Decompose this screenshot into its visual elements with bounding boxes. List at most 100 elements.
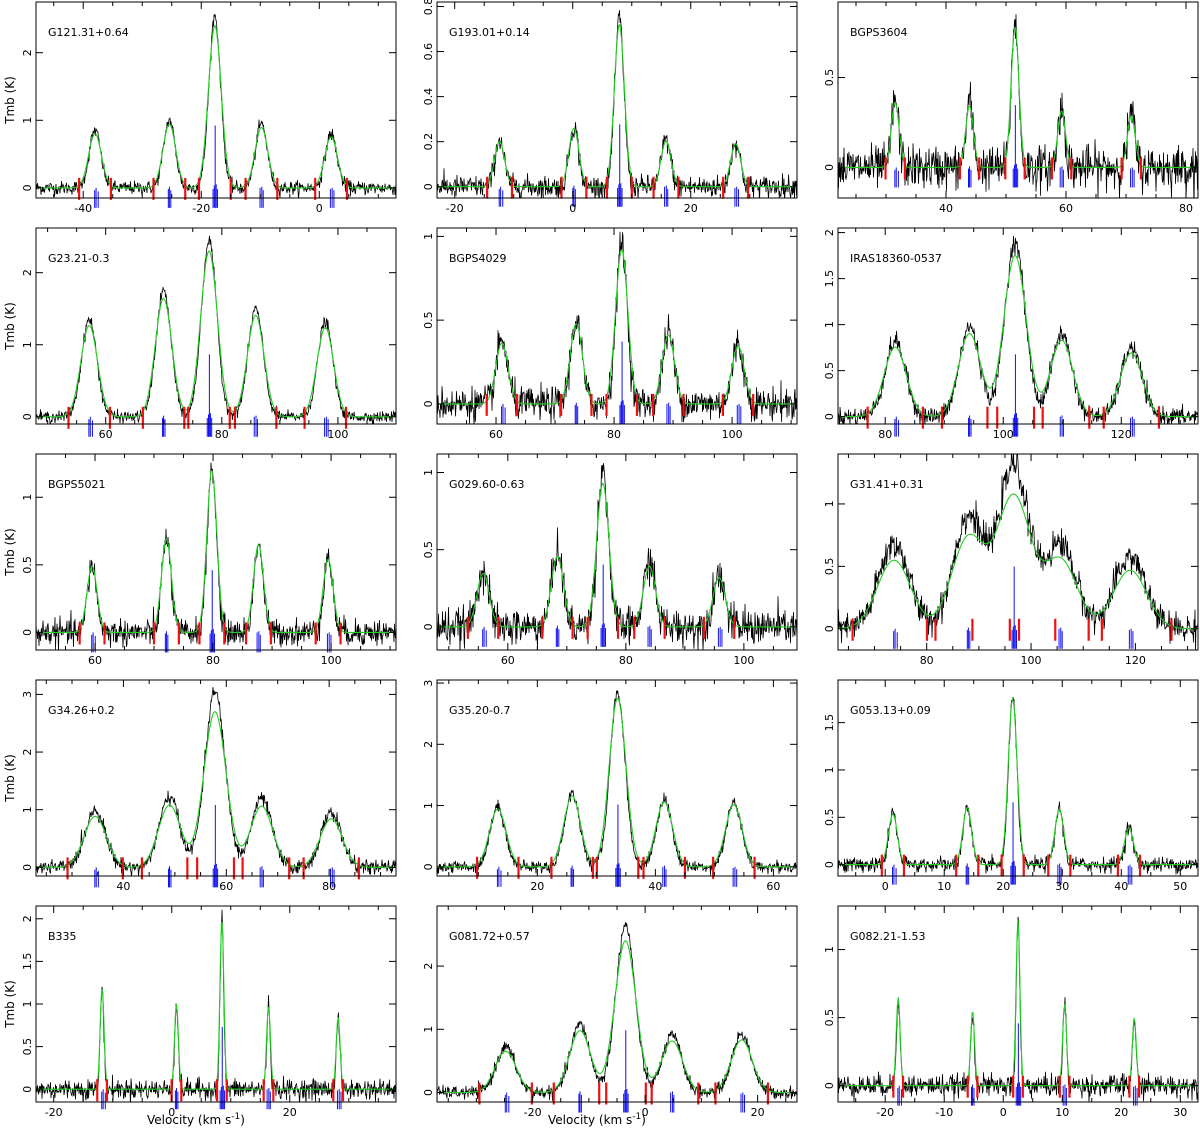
y-tick-label: 0.5 <box>422 311 435 329</box>
panel-frame <box>436 679 798 877</box>
panel-source-name: G029.60-0.63 <box>449 478 524 491</box>
x-tick-label: 50 <box>1173 880 1187 893</box>
x-tick-label: 80 <box>215 428 229 441</box>
y-tick-label: 0.5 <box>422 541 435 559</box>
y-tick-label: 1 <box>823 500 836 507</box>
y-axis-title: Tmb (K) <box>3 76 17 125</box>
fit-spectrum-line <box>838 919 1198 1087</box>
observed-spectrum-line <box>838 454 1198 650</box>
x-tick-label: 10 <box>937 880 951 893</box>
observed-spectrum-line <box>36 687 396 876</box>
y-tick-label: 1 <box>823 766 836 773</box>
panel-frame <box>837 227 1199 425</box>
x-tick-label: 60 <box>1059 202 1073 215</box>
y-tick-label: 3 <box>21 691 34 698</box>
spectrum-panel: 0 10 20 30 40 50 0 0.5 1 1.5 G053.13+0.09 <box>823 679 1199 893</box>
y-tick-label: 0 <box>21 184 34 191</box>
y-tick-label: 1 <box>422 802 435 809</box>
fit-spectrum-line <box>36 24 396 189</box>
x-tick-label: 0 <box>882 880 889 893</box>
x-tick-label: 20 <box>751 1106 765 1119</box>
x-tick-label: 60 <box>99 428 113 441</box>
y-tick-label: 0.5 <box>823 809 836 827</box>
y-tick-label: 0 <box>21 864 34 871</box>
y-tick-label: 0 <box>21 1086 34 1093</box>
panel-frame <box>35 227 397 425</box>
y-tick-label: 0 <box>823 861 836 868</box>
panel-frame <box>436 1 798 199</box>
fit-spectrum-line <box>838 696 1198 866</box>
y-tick-label: 1 <box>21 1001 34 1008</box>
panel-source-name: BGPS5021 <box>48 478 106 491</box>
y-tick-label: 0.5 <box>823 69 836 87</box>
y-tick-label: 0 <box>823 625 836 632</box>
y-tick-label: 1 <box>823 321 836 328</box>
spectrum-panel: 40 60 80 0 1 2 3 G34.26+0.2 Tmb (K) <box>3 679 397 893</box>
y-tick-label: 0.4 <box>422 88 435 106</box>
y-tick-label: 0.6 <box>422 43 435 61</box>
spectrum-panel: -20 -10 0 10 20 30 0 0.5 1 G082.21-1.53 <box>823 905 1199 1119</box>
x-tick-label: 30 <box>1173 1106 1187 1119</box>
panel-source-name: G053.13+0.09 <box>850 704 931 717</box>
y-tick-label: 1.5 <box>823 270 836 288</box>
x-tick-label: 100 <box>722 428 743 441</box>
y-tick-label: 0 <box>823 164 836 171</box>
y-tick-label: 0 <box>422 863 435 870</box>
panel-frame <box>35 679 397 877</box>
y-tick-label: 0.5 <box>21 1038 34 1056</box>
x-tick-label: 60 <box>88 654 102 667</box>
x-tick-label: 100 <box>733 654 754 667</box>
y-tick-label: 1 <box>21 494 34 501</box>
y-tick-label: 0 <box>422 623 435 630</box>
panel-frame <box>436 453 798 651</box>
y-tick-label: 1 <box>422 469 435 476</box>
panel-frame <box>837 679 1199 877</box>
panel-source-name: BGPS4029 <box>449 252 507 265</box>
y-axis-title: Tmb (K) <box>3 980 17 1029</box>
x-tick-label: 40 <box>1114 880 1128 893</box>
x-tick-label: 60 <box>489 428 503 441</box>
spectrum-panel: 20 40 60 0 1 2 3 G35.20-0.7 <box>422 679 798 893</box>
panel-source-name: G193.01+0.14 <box>449 26 530 39</box>
x-tick-label: 40 <box>939 202 953 215</box>
panel-frame <box>35 1 397 199</box>
x-tick-label: 30 <box>1055 880 1069 893</box>
y-tick-label: 0 <box>422 183 435 190</box>
y-tick-label: 2 <box>21 915 34 922</box>
y-tick-label: 0 <box>21 629 34 636</box>
panel-frame <box>837 905 1199 1103</box>
x-tick-label: 80 <box>920 654 934 667</box>
y-tick-label: 2 <box>21 749 34 756</box>
x-tick-label: 80 <box>607 428 621 441</box>
y-tick-label: 0 <box>21 413 34 420</box>
panel-frame <box>35 453 397 651</box>
y-tick-label: 0.5 <box>21 556 34 574</box>
observed-spectrum-line <box>437 690 797 876</box>
spectrum-panel: 60 80 100 0 0.5 1 BGPS4029 <box>422 227 798 441</box>
y-tick-label: 2 <box>21 269 34 276</box>
spectrum-panel: 60 80 100 0 0.5 1 BGPS5021 Tmb (K) <box>3 453 397 667</box>
y-tick-label: 1.5 <box>823 714 836 732</box>
observed-spectrum-line <box>36 14 396 198</box>
x-tick-label: 20 <box>283 1106 297 1119</box>
x-tick-label: -20 <box>45 1106 63 1119</box>
fit-spectrum-line <box>838 26 1198 168</box>
x-tick-label: -20 <box>192 202 210 215</box>
y-tick-label: 1 <box>21 806 34 813</box>
x-tick-label: -10 <box>935 1106 953 1119</box>
y-tick-label: 2 <box>21 49 34 56</box>
observed-spectrum-line <box>838 235 1198 424</box>
x-axis-title: Velocity (km s-1) <box>548 1112 646 1127</box>
y-tick-label: 0.5 <box>823 362 836 380</box>
y-tick-label: 3 <box>422 680 435 687</box>
x-tick-label: 120 <box>1125 654 1146 667</box>
x-tick-label: 0 <box>168 1106 175 1119</box>
fit-spectrum-line <box>36 711 396 868</box>
observed-spectrum-line <box>437 922 797 1101</box>
y-tick-label: 1 <box>422 1026 435 1033</box>
x-tick-label: 10 <box>1055 1106 1069 1119</box>
panel-source-name: G34.26+0.2 <box>48 704 115 717</box>
y-axis-title: Tmb (K) <box>3 528 17 577</box>
y-tick-label: 0 <box>823 413 836 420</box>
